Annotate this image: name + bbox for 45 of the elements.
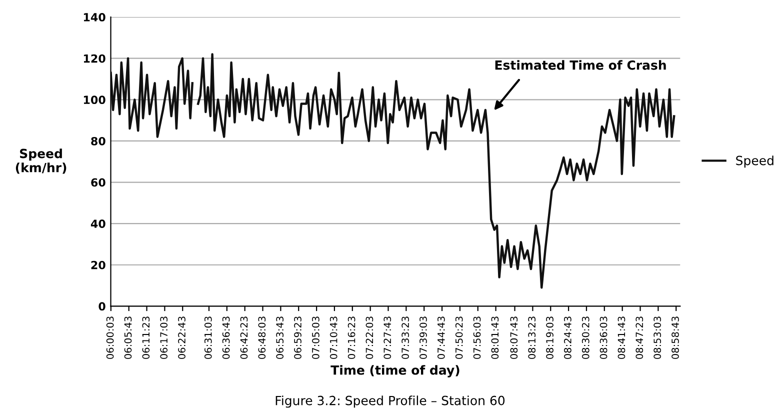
- x-tick-label: 07:16:23: [348, 316, 356, 359]
- x-tick-label: 08:36:03: [600, 316, 608, 359]
- annotation: Estimated Time of Crash: [495, 60, 666, 70]
- x-tick-label: 07:22:03: [366, 316, 374, 359]
- x-tick-label: 08:07:43: [510, 316, 518, 359]
- y-tick-label: 0: [98, 302, 106, 311]
- x-tick-label: 06:22:43: [178, 316, 186, 359]
- x-tick-label: 06:31:03: [204, 316, 212, 359]
- x-tick-label: 08:58:43: [672, 316, 679, 359]
- x-tick-label: 08:01:43: [491, 316, 499, 359]
- x-tick-label: 07:50:23: [455, 316, 463, 359]
- x-tick-label: 07:44:43: [437, 316, 445, 359]
- caption: Figure 3.2: Speed Profile – Station 60: [276, 396, 505, 408]
- x-tick-label: 06:36:43: [222, 316, 230, 359]
- x-tick-label: 08:30:23: [582, 316, 590, 359]
- y-tick-label: 140: [84, 13, 106, 22]
- x-tick-label: 07:05:03: [312, 316, 320, 359]
- x-tick-label: 07:10:43: [330, 316, 338, 359]
- x-tick-label: 07:27:43: [384, 316, 392, 359]
- x-tick-label: 06:59:23: [294, 316, 302, 359]
- y-tick-label: 120: [84, 54, 106, 63]
- x-tick-label: 08:41:43: [618, 316, 626, 359]
- x-tick-label: 08:53:03: [654, 316, 661, 359]
- x-tick-label: 07:56:03: [473, 316, 481, 359]
- x-tick-label: 07:39:03: [420, 316, 427, 359]
- legend-label: Speed: [736, 156, 774, 168]
- y-tick-label: 20: [91, 260, 106, 270]
- x-tick-label: 08:24:43: [564, 316, 572, 359]
- y-axis-title: Speed (km/hr): [16, 148, 66, 174]
- x-tick-label: 06:42:23: [240, 316, 248, 359]
- x-tick-label: 06:05:43: [124, 316, 132, 359]
- x-tick-label: 07:33:23: [402, 316, 409, 359]
- y-tick-label: 40: [90, 220, 106, 228]
- y-tick-label: 100: [84, 96, 106, 104]
- x-tick-label: 06:00:03: [106, 316, 114, 359]
- y-tick-label: 80: [91, 136, 106, 146]
- x-tick-label: 08:47:23: [636, 316, 644, 359]
- x-axis-title: Time (time of day): [330, 365, 460, 378]
- x-tick-label: 06:17:03: [160, 316, 168, 359]
- x-tick-label: 06:53:43: [276, 316, 284, 359]
- y-tick-label: 60: [91, 178, 106, 187]
- x-tick-label: 08:13:23: [528, 316, 536, 359]
- x-tick-label: 06:48:03: [258, 316, 266, 359]
- x-tick-label: 06:11:23: [142, 316, 150, 359]
- x-tick-label: 08:19:03: [546, 316, 554, 359]
